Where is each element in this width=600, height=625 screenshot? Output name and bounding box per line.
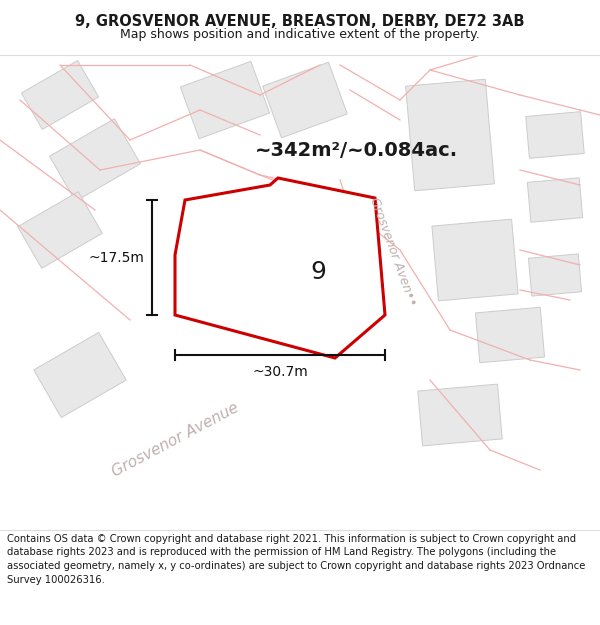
Polygon shape <box>475 308 545 362</box>
Polygon shape <box>50 119 140 201</box>
Polygon shape <box>116 38 600 162</box>
Text: ~342m²/~0.084ac.: ~342m²/~0.084ac. <box>255 141 458 159</box>
Polygon shape <box>181 61 269 139</box>
Polygon shape <box>418 384 502 446</box>
Polygon shape <box>242 231 328 299</box>
Polygon shape <box>333 12 600 248</box>
Text: Contains OS data © Crown copyright and database right 2021. This information is : Contains OS data © Crown copyright and d… <box>7 534 586 584</box>
Polygon shape <box>406 79 494 191</box>
Polygon shape <box>97 33 273 477</box>
Text: Grosvenor Avenue: Grosvenor Avenue <box>109 400 241 480</box>
Polygon shape <box>526 112 584 158</box>
Text: 9, GROSVENOR AVENUE, BREASTON, DERBY, DE72 3AB: 9, GROSVENOR AVENUE, BREASTON, DERBY, DE… <box>75 14 525 29</box>
Polygon shape <box>432 219 518 301</box>
Polygon shape <box>529 254 581 296</box>
Text: Map shows position and indicative extent of the property.: Map shows position and indicative extent… <box>120 28 480 41</box>
Polygon shape <box>175 178 385 358</box>
Text: Grosvenor Aven••: Grosvenor Aven•• <box>367 196 419 308</box>
Polygon shape <box>527 177 583 222</box>
Polygon shape <box>263 62 347 138</box>
Polygon shape <box>17 192 103 268</box>
Polygon shape <box>0 82 461 498</box>
Polygon shape <box>34 332 126 418</box>
Text: ~17.5m: ~17.5m <box>88 251 144 264</box>
Polygon shape <box>22 61 98 129</box>
Text: 9: 9 <box>310 260 326 284</box>
Text: ~30.7m: ~30.7m <box>252 365 308 379</box>
